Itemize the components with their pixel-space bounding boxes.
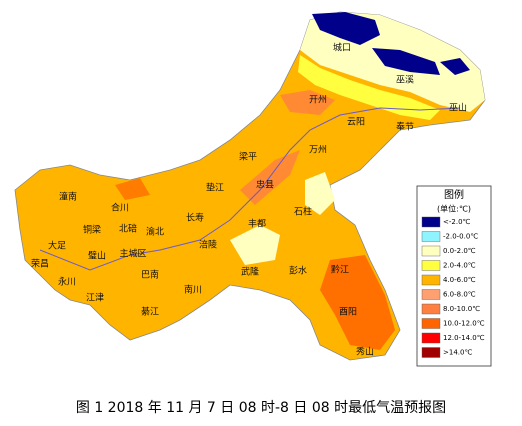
district-label: 梁平 bbox=[239, 151, 257, 163]
legend-swatch bbox=[421, 332, 441, 344]
legend-label: 2.0-4.0℃ bbox=[443, 262, 476, 270]
district-label: 黔江 bbox=[331, 264, 349, 276]
district-label: 璧山 bbox=[88, 250, 106, 262]
legend-label: -2.0-0.0℃ bbox=[443, 233, 478, 241]
legend-label: 0.0-2.0℃ bbox=[443, 247, 476, 255]
legend-label: 12.0-14.0℃ bbox=[443, 334, 485, 342]
legend-title: 图例 bbox=[444, 188, 464, 201]
legend-label: 4.0-6.0℃ bbox=[443, 276, 476, 284]
legend-unit: (单位:℃) bbox=[437, 204, 471, 214]
legend-label: 6.0-8.0℃ bbox=[443, 291, 476, 299]
legend-swatch bbox=[421, 289, 441, 300]
district-label: 綦江 bbox=[141, 306, 159, 318]
district-label: 江津 bbox=[86, 293, 104, 304]
district-label: 石柱 bbox=[294, 206, 312, 218]
district-label: 巫溪 bbox=[396, 74, 414, 86]
district-label: 涪陵 bbox=[199, 239, 217, 251]
legend-label: >14.0℃ bbox=[443, 349, 472, 357]
warm-zone bbox=[115, 178, 150, 200]
legend-label: 8.0-10.0℃ bbox=[443, 305, 480, 313]
district-label: 云阳 bbox=[347, 117, 365, 128]
district-label: 开州 bbox=[309, 95, 327, 106]
district-label: 垫江 bbox=[206, 182, 224, 194]
district-label: 潼南 bbox=[59, 191, 77, 203]
district-label: 长寿 bbox=[186, 212, 204, 224]
district-label: 巴南 bbox=[141, 269, 159, 281]
legend-label: 10.0-12.0℃ bbox=[443, 320, 485, 328]
district-label: 铜梁 bbox=[83, 224, 101, 236]
cool-zone bbox=[305, 172, 335, 215]
district-label: 大足 bbox=[48, 240, 66, 252]
district-label: 主城区 bbox=[119, 248, 146, 260]
legend-label: <-2.0℃ bbox=[443, 218, 471, 226]
legend-swatch bbox=[421, 303, 441, 315]
district-label: 城口 bbox=[333, 43, 351, 54]
frost-zone bbox=[440, 58, 470, 75]
warm-zone bbox=[280, 90, 335, 115]
district-label: 荣昌 bbox=[31, 258, 49, 270]
legend-swatch bbox=[421, 216, 441, 228]
district-label: 巫山 bbox=[449, 103, 467, 114]
district-label: 丰都 bbox=[248, 218, 266, 230]
river bbox=[39, 107, 461, 271]
cool-zone bbox=[230, 225, 280, 265]
district-label: 酉阳 bbox=[339, 307, 357, 318]
caption: 图 1 2018 年 11 月 7 日 08 时-8 日 08 时最低气温预报图 bbox=[76, 400, 446, 416]
frost-zone bbox=[312, 12, 380, 45]
district-label: 忠县 bbox=[256, 180, 274, 191]
legend-swatch bbox=[421, 260, 441, 271]
legend-swatch bbox=[421, 245, 441, 257]
district-label: 合川 bbox=[111, 202, 129, 214]
district-label: 秀山 bbox=[356, 346, 374, 358]
legend-swatch bbox=[421, 231, 441, 242]
district-label: 永川 bbox=[58, 276, 76, 288]
legend-swatch bbox=[421, 274, 441, 286]
district-label: 彭水 bbox=[289, 265, 307, 277]
frost-zone bbox=[372, 48, 440, 75]
district-label: 南川 bbox=[184, 284, 202, 296]
warm-zone bbox=[320, 255, 395, 350]
legend-swatch bbox=[421, 347, 441, 358]
district-label: 渝北 bbox=[146, 226, 164, 238]
district-label: 北碚 bbox=[119, 223, 137, 235]
district-label: 万州 bbox=[309, 145, 327, 156]
district-label: 奉节 bbox=[396, 121, 414, 133]
district-label: 武隆 bbox=[241, 266, 259, 278]
cool-zone bbox=[298, 55, 440, 120]
legend-swatch bbox=[421, 318, 441, 329]
